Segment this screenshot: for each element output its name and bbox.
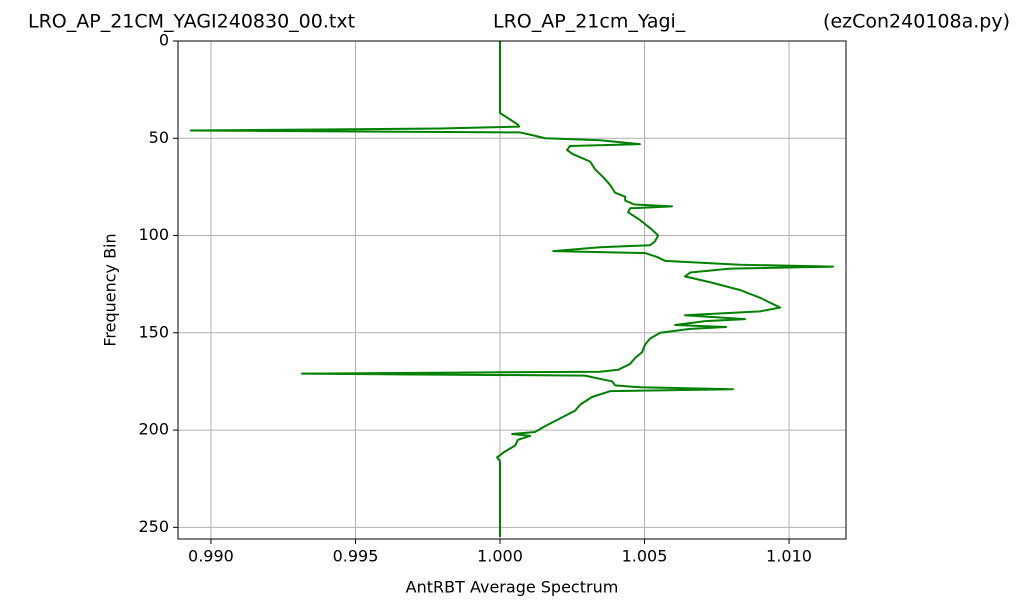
x-tick-label: 1.000 bbox=[477, 547, 523, 566]
y-axis-label: Frequency Bin bbox=[101, 233, 120, 346]
title-center: LRO_AP_21cm_Yagi_ bbox=[493, 11, 686, 33]
y-tick-label: 250 bbox=[138, 517, 169, 536]
plot-frame bbox=[177, 40, 847, 540]
x-axis-label: AntRBT Average Spectrum bbox=[406, 578, 619, 597]
y-tick-label: 0 bbox=[159, 31, 169, 50]
y-tick-label: 100 bbox=[138, 225, 169, 244]
y-tick-label: 150 bbox=[138, 322, 169, 341]
x-tick-label: 0.995 bbox=[333, 547, 379, 566]
x-tick-label: 1.005 bbox=[622, 547, 668, 566]
x-tick-label: 0.990 bbox=[188, 547, 234, 566]
title-left: LRO_AP_21CM_YAGI240830_00.txt bbox=[28, 11, 355, 33]
y-tick-label: 200 bbox=[138, 420, 169, 439]
title-right: (ezCon240108a.py) bbox=[823, 11, 1010, 33]
spectrum-line bbox=[189, 41, 834, 538]
x-tick-label: 1.010 bbox=[766, 547, 812, 566]
y-tick-label: 50 bbox=[149, 128, 169, 147]
